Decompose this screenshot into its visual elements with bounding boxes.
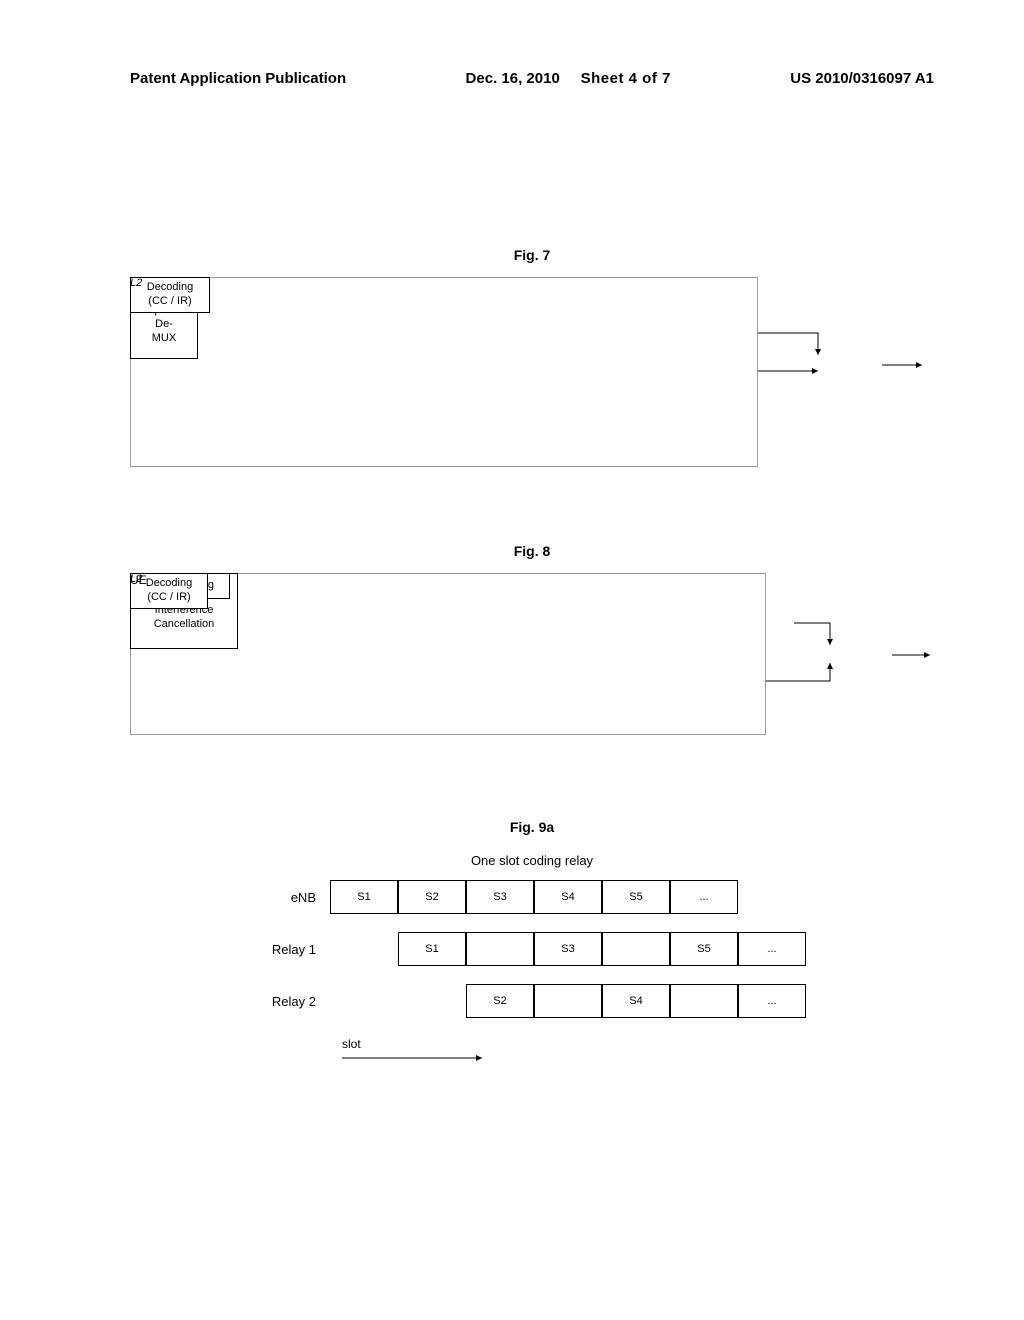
fig9a-slot-cell [670, 984, 738, 1018]
fig9a-title: One slot coding relay [130, 853, 934, 868]
fig9a-row: Relay 1 S1 S3 S5... [250, 932, 934, 966]
fig9a-slot-cell: ... [738, 984, 806, 1018]
fig9a-slot-cell: S1 [330, 880, 398, 914]
fig9a-slot-cell: S5 [670, 932, 738, 966]
fig9a-slot-cell [602, 932, 670, 966]
fig7-caption: Fig. 7 [130, 247, 934, 263]
fig9a-slot-cell: S5 [602, 880, 670, 914]
fig9a-row-label: Relay 1 [250, 932, 330, 966]
pub-label: Patent Application Publication [130, 70, 346, 87]
sheet-num: Sheet 4 of 7 [581, 70, 671, 87]
fig9a-slot-cell: S3 [466, 880, 534, 914]
fig8-l2: L2 [130, 573, 142, 586]
page-header: Patent Application Publication Dec. 16, … [130, 70, 934, 87]
fig9a-row-label: Relay 2 [250, 984, 330, 1018]
doc-number: US 2010/0316097 A1 [790, 70, 934, 87]
fig9a-row: eNBS1S2S3S4S5... [250, 880, 934, 914]
fig9a-row-label: eNB [250, 880, 330, 914]
fig9a-slot-cell [534, 984, 602, 1018]
fig9a-slot-cell: S3 [534, 932, 602, 966]
fig9a-diagram: eNBS1S2S3S4S5...Relay 1S1S3S5...Relay 2S… [250, 880, 934, 1061]
fig7-l2: L2 [130, 277, 142, 290]
fig8-caption: Fig. 8 [130, 543, 934, 559]
pub-date: Dec. 16, 2010 [466, 70, 560, 87]
fig9a-slot-cell: ... [670, 880, 738, 914]
fig9a-caption: Fig. 9a [130, 819, 934, 835]
fig9a-slot-cell: S2 [398, 880, 466, 914]
fig8-diagram: eNB Relay Sampling & ADC Channel estimat… [130, 573, 950, 763]
fig9a-slot-cell: S1 [398, 932, 466, 966]
fig7-ue-box [130, 277, 758, 467]
fig9a-slot-cell: S4 [602, 984, 670, 1018]
fig7-diagram: eNB Relay samplin g& ADC Samplin g& ADC … [130, 277, 950, 487]
fig9a-slot-label: slot [342, 1037, 361, 1051]
fig9a-slot-cell: S4 [534, 880, 602, 914]
fig9a-slot-cell: S2 [466, 984, 534, 1018]
fig9a-slot-cell: ... [738, 932, 806, 966]
fig9a-slot-cell [466, 932, 534, 966]
fig9a-row: Relay 2 S2 S4... [250, 984, 934, 1018]
